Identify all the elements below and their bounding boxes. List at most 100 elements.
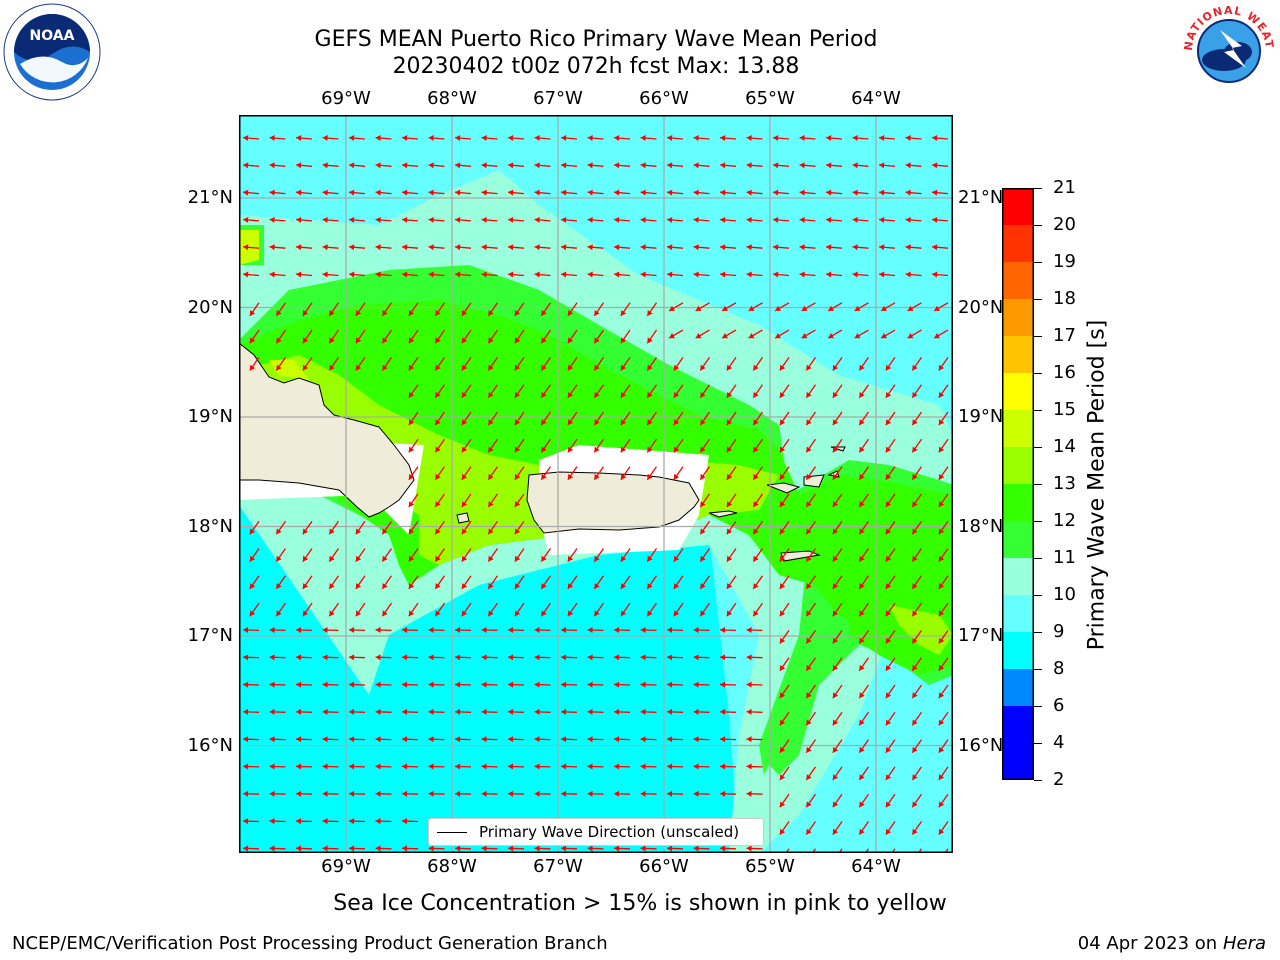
wave-direction-arrow	[355, 602, 366, 617]
wave-direction-arrow	[593, 302, 605, 317]
wave-direction-arrow	[561, 162, 578, 169]
wave-direction-arrow	[408, 329, 419, 344]
wave-direction-arrow	[613, 736, 631, 743]
wave-direction-arrow	[428, 271, 445, 278]
wave-direction-arrow	[746, 654, 763, 661]
wave-direction-arrow	[487, 384, 499, 399]
wave-direction-arrow	[938, 493, 949, 508]
wave-direction-arrow	[805, 766, 817, 781]
wave-direction-arrow	[852, 244, 869, 251]
land-hispaniola	[239, 342, 415, 518]
wave-direction-arrow	[487, 438, 499, 453]
wave-direction-arrow	[614, 135, 631, 142]
wave-direction-arrow	[560, 790, 578, 797]
wave-direction-arrow	[249, 548, 260, 562]
wave-direction-arrow	[434, 466, 446, 481]
wave-direction-arrow	[269, 790, 286, 797]
wave-direction-arrow	[534, 244, 551, 251]
wave-direction-arrow	[885, 657, 896, 672]
wave-direction-arrow	[852, 216, 869, 223]
wave-direction-arrow	[355, 520, 366, 535]
wave-direction-arrow	[381, 302, 393, 317]
wave-direction-arrow	[507, 845, 525, 852]
colorbar-tick-label: 16	[1053, 362, 1076, 383]
wave-direction-arrow	[911, 466, 923, 481]
wave-direction-arrow	[852, 162, 869, 169]
wave-direction-arrow	[242, 790, 260, 797]
wave-direction-arrow	[905, 271, 922, 278]
wave-direction-arrow	[428, 627, 445, 634]
wave-direction-arrow	[911, 684, 923, 699]
wave-direction-arrow	[911, 739, 923, 754]
lon-tick-bottom: 68°W	[427, 856, 477, 877]
wave-direction-arrow	[693, 736, 710, 743]
wave-direction-arrow	[481, 736, 498, 743]
lat-tick-right: 21°N	[958, 187, 1004, 208]
wave-direction-arrow	[296, 189, 313, 196]
wave-direction-arrow	[799, 271, 816, 278]
wave-direction-arrow	[328, 575, 340, 590]
colorbar-tick-label: 2	[1053, 769, 1065, 790]
wave-direction-arrow	[296, 135, 313, 142]
wave-direction-arrow	[858, 766, 870, 781]
lon-tick-top: 69°W	[321, 88, 371, 109]
wave-direction-arrow	[455, 216, 472, 223]
wave-direction-arrow	[514, 329, 525, 344]
wave-direction-arrow	[746, 708, 763, 715]
wave-direction-arrow	[461, 329, 472, 344]
colorbar-tick-mark	[1034, 558, 1042, 559]
wave-direction-arrow	[938, 711, 949, 726]
wave-direction-arrow	[401, 708, 419, 715]
wave-direction-arrow	[269, 845, 286, 852]
wave-direction-arrow	[593, 438, 605, 453]
wave-direction-arrow	[269, 216, 286, 223]
wave-direction-arrow	[348, 627, 366, 634]
lat-tick-right: 18°N	[958, 515, 1004, 537]
wave-direction-arrow	[907, 329, 922, 339]
wave-direction-arrow	[454, 790, 472, 797]
wave-direction-arrow	[911, 766, 923, 781]
wave-direction-arrow	[885, 739, 896, 754]
wave-direction-arrow	[540, 302, 552, 317]
wave-direction-arrow	[355, 302, 366, 317]
wave-direction-arrow	[514, 302, 525, 317]
wave-direction-arrow	[243, 271, 260, 278]
wave-direction-arrow	[693, 135, 710, 142]
wave-direction-arrow	[487, 520, 499, 535]
wave-direction-arrow	[746, 135, 763, 142]
wave-direction-arrow	[375, 654, 392, 661]
wave-direction-arrow	[799, 135, 816, 142]
wave-direction-arrow	[328, 357, 340, 371]
wave-direction-arrow	[852, 271, 869, 278]
wave-direction-arrow	[885, 575, 896, 590]
wave-direction-arrow	[858, 711, 870, 726]
wave-direction-arrow	[779, 793, 790, 808]
wave-direction-arrow	[487, 466, 499, 481]
wave-direction-arrow	[911, 493, 923, 508]
wave-direction-arrow	[375, 845, 392, 852]
wave-direction-arrow	[885, 357, 896, 371]
wave-direction-arrow	[487, 575, 499, 590]
wave-direction-arrow	[454, 845, 472, 852]
wave-direction-arrow	[932, 271, 949, 278]
wave-direction-arrow	[587, 216, 604, 223]
wave-direction-arrow	[720, 244, 737, 251]
wave-direction-arrow	[640, 654, 657, 661]
wave-direction-arrow	[938, 793, 949, 808]
wave-direction-arrow	[454, 708, 472, 715]
wave-direction-arrow	[885, 766, 896, 781]
wave-direction-arrow	[593, 602, 605, 617]
colorbar-tick-label: 8	[1053, 658, 1065, 679]
colorbar-tick-label: 19	[1053, 251, 1076, 272]
wave-direction-arrow	[693, 681, 710, 688]
wave-direction-arrow	[614, 244, 631, 251]
colorbar-tick-mark	[1034, 669, 1042, 670]
wave-direction-arrow	[640, 627, 657, 634]
wave-direction-arrow	[348, 681, 366, 688]
wave-direction-arrow	[779, 657, 790, 672]
wave-direction-arrow	[726, 384, 737, 399]
wave-direction-arrow	[832, 438, 843, 453]
wave-direction-arrow	[587, 162, 604, 169]
producer-credit: NCEP/EMC/Verification Post Processing Pr…	[12, 933, 608, 954]
wave-direction-arrow	[774, 302, 790, 312]
